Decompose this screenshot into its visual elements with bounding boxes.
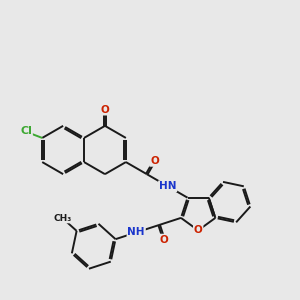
Text: O: O xyxy=(100,105,109,115)
Text: HN: HN xyxy=(159,181,176,191)
Text: O: O xyxy=(194,225,203,236)
Text: CH₃: CH₃ xyxy=(53,214,71,223)
Text: NH: NH xyxy=(128,227,145,237)
Text: O: O xyxy=(160,235,168,244)
Text: Cl: Cl xyxy=(20,126,32,136)
Text: O: O xyxy=(150,156,159,166)
